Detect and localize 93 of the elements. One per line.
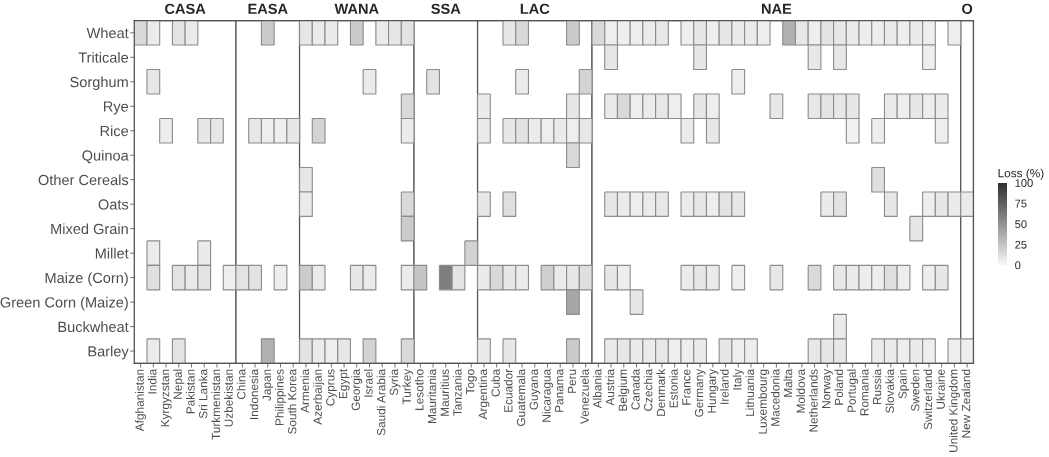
x-tick-label: Spain — [898, 369, 910, 399]
x-tick-label: Afghanistan — [135, 369, 147, 432]
x-tick-label: Peru — [567, 369, 577, 393]
x-tick-label: France — [682, 369, 691, 405]
x-tick-label: Guyana — [529, 368, 541, 410]
color-bar-label: 0 — [1015, 261, 1021, 270]
x-tick-label: Ireland — [720, 369, 729, 404]
y-tick-label: Maize (Corn) — [45, 272, 128, 286]
y-tick-label: Buckwheat — [58, 321, 129, 333]
x-tick-label: Cyprus — [326, 369, 337, 406]
x-tick-label: India — [147, 368, 157, 394]
x-tick-label: Nepal — [173, 369, 185, 399]
x-tick-label: New Zealand — [961, 369, 971, 438]
x-tick-label: Saudi Arabia — [376, 368, 386, 436]
x-tick-label: Mauritius — [440, 369, 449, 416]
x-tick-label: Sweden — [910, 369, 920, 411]
y-tick-label: Rye — [103, 101, 129, 115]
x-tick-label: Netherlands — [809, 369, 818, 432]
x-tick-label: Armenia — [300, 368, 310, 413]
x-tick-label: Guatemala — [516, 368, 526, 427]
x-tick-label: Romania — [859, 368, 869, 416]
x-tick-label: Italy — [732, 368, 744, 390]
color-bar-label: 50 — [1015, 220, 1027, 229]
y-tick-label: Sorghum — [70, 76, 128, 91]
x-tick-label: Estonia — [669, 368, 678, 408]
y-tick-label: Oats — [98, 199, 129, 210]
x-tick-label: Macedonia — [770, 368, 780, 426]
band-label: LAC — [520, 3, 550, 15]
x-tick-label: Belgium — [618, 369, 630, 411]
x-tick-label: China — [236, 368, 246, 400]
x-tick-label: Israel — [364, 369, 373, 397]
x-tick-label: Philippines — [274, 369, 286, 425]
x-tick-label: Lithuania — [745, 368, 755, 416]
y-tick-label: Barley — [88, 345, 129, 360]
x-tick-label: Syria — [389, 368, 401, 396]
x-tick-label: Czechia — [643, 368, 653, 411]
y-tick-label: Wheat — [86, 27, 129, 39]
x-tick-label: Georgia — [351, 368, 363, 411]
y-tick-label: Millet — [95, 247, 129, 259]
x-tick-label: South Korea — [287, 368, 297, 434]
x-tick-label: Tanzania — [453, 368, 462, 416]
band-label: EASA — [248, 3, 288, 15]
x-tick-label: Hungary — [707, 368, 719, 413]
band-label: WANA — [334, 3, 379, 14]
x-tick-label: Turkey — [402, 368, 414, 405]
x-tick-label: Luxembourg — [758, 369, 770, 434]
x-tick-label: Germany — [694, 368, 706, 417]
x-tick-label: Sri Lanka — [198, 368, 208, 419]
x-tick-label: Poland — [834, 369, 844, 405]
x-tick-label: Egypt — [339, 368, 350, 399]
color-bar-title: Loss (%) — [998, 168, 1044, 180]
x-tick-label: Mauritania — [427, 368, 437, 424]
x-tick-label: Portugal — [847, 369, 859, 412]
y-tick-label: Mixed Grain — [51, 223, 128, 235]
x-tick-label: Turkmenistan — [211, 369, 221, 440]
y-tick-label: Triticale — [78, 52, 129, 63]
x-tick-label: Panama — [555, 368, 564, 412]
x-tick-label: Indonesia — [249, 368, 259, 419]
x-tick-label: Russia — [872, 368, 882, 404]
y-tick-label: Rice — [100, 125, 129, 137]
band-label: CASA — [165, 3, 206, 15]
x-tick-label: Slovakia — [885, 368, 894, 413]
x-tick-label: Malta — [783, 368, 793, 397]
x-tick-label: Pakistan — [185, 369, 195, 414]
x-tick-label: Albania — [592, 368, 602, 409]
x-tick-label: Uzbekistan — [224, 369, 233, 427]
x-tick-label: Argentina — [478, 368, 490, 420]
x-tick-label: Norway — [822, 368, 833, 408]
x-tick-label: Canada — [631, 368, 640, 410]
x-tick-label: Ukraine — [936, 369, 945, 409]
y-tick-label: Other Cereals — [38, 174, 129, 186]
x-tick-label: United Kingdom — [948, 369, 960, 452]
band-label: O — [962, 3, 973, 15]
x-tick-label: Togo — [466, 369, 477, 395]
y-tick-label: Quinoa — [82, 149, 129, 164]
x-tick-label: Kyrgyzstan — [160, 369, 172, 427]
y-tick-label: Green Corn (Maize) — [0, 296, 128, 311]
x-tick-label: Moldova — [796, 368, 805, 413]
x-tick-label: Nicaragua — [542, 368, 554, 422]
x-tick-label: Lesotho — [414, 369, 424, 410]
x-tick-label: Azerbaijan — [313, 369, 325, 425]
x-tick-label: Venezuela — [580, 368, 589, 424]
x-tick-label: Japan — [262, 369, 274, 401]
band-label: NAE — [761, 3, 792, 14]
color-bar-label: 100 — [1015, 179, 1033, 187]
x-tick-label: Switzerland — [923, 369, 933, 430]
x-tick-label: Denmark — [656, 368, 666, 416]
band-label: SSA — [431, 3, 461, 15]
x-tick-label: Ecuador — [503, 369, 513, 412]
color-bar-label: 25 — [1015, 240, 1027, 249]
x-tick-label: Cuba — [491, 368, 500, 397]
color-bar-label: 75 — [1015, 199, 1027, 208]
x-tick-label: Austria — [605, 368, 615, 406]
